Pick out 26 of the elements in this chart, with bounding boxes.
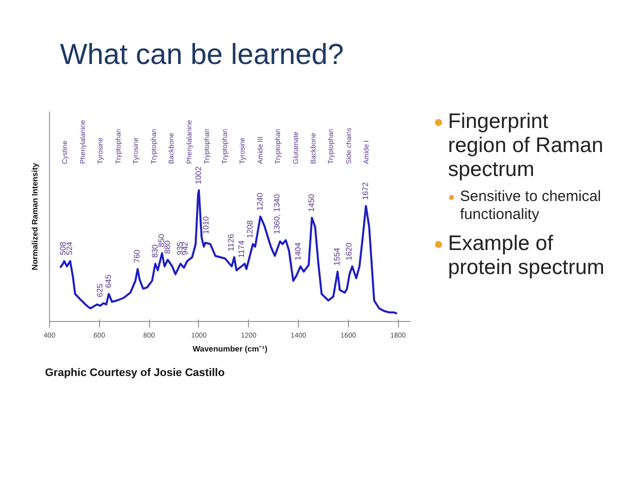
annotation: 880 bbox=[162, 240, 172, 254]
annotation: 1450 bbox=[306, 193, 316, 212]
annotation: 1360, 1340 bbox=[272, 194, 282, 234]
y-axis-title: Normalized Raman Intensity bbox=[30, 162, 40, 270]
annotation: 1208 bbox=[246, 220, 255, 238]
annotation: 508 bbox=[58, 241, 68, 256]
annotation: 1174 bbox=[237, 240, 246, 258]
annotation: 830 bbox=[150, 244, 160, 258]
annotation: 524 bbox=[65, 241, 74, 256]
chart-title: What can be learned? bbox=[60, 38, 344, 73]
text: Sensitive to chemical functionality bbox=[460, 188, 602, 224]
annotation: 625 bbox=[95, 283, 104, 298]
annotation: 1126 bbox=[226, 233, 236, 252]
annotation: 645 bbox=[104, 274, 113, 288]
x-axis-title: Wavenumber (cm⁻¹) bbox=[192, 344, 268, 354]
annotation: 1404 bbox=[294, 242, 303, 260]
annotation: 1002 bbox=[194, 166, 203, 184]
text: Fingerprint region of Raman spectrum bbox=[448, 110, 604, 182]
text: Graphic Courtesy of Josie Castillo bbox=[45, 366, 225, 381]
annotation: 760 bbox=[132, 249, 142, 263]
annotation: 1240 bbox=[255, 192, 264, 210]
annotation: 1672 bbox=[360, 182, 370, 200]
annotation: 1010 bbox=[201, 216, 210, 234]
annotation: 1554 bbox=[332, 247, 342, 266]
text: Example of protein spectrum bbox=[448, 232, 605, 280]
annotation: 1620 bbox=[344, 242, 354, 260]
